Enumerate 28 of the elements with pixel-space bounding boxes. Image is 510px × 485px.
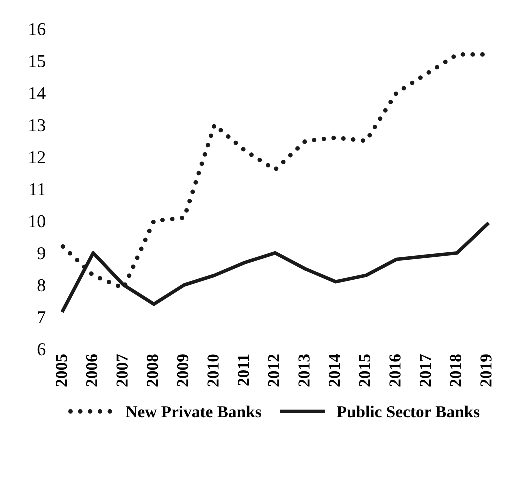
legend-label: Public Sector Banks xyxy=(337,406,480,418)
x-tick-label: 2007 xyxy=(116,354,128,387)
x-tick-label: 2010 xyxy=(208,354,219,387)
legend-label: New Private Banks xyxy=(126,406,262,418)
x-tick-label: 2012 xyxy=(268,354,280,387)
y-tick-label: 9 xyxy=(38,247,46,260)
x-tick-label: 2019 xyxy=(480,354,492,387)
y-tick-label: 6 xyxy=(38,344,46,356)
x-tick-label: 2017 xyxy=(420,354,432,387)
y-tick-label: 7 xyxy=(38,312,46,324)
x-tick-label: 2006 xyxy=(86,354,98,387)
y-tick-label: 12 xyxy=(30,151,46,164)
x-tick-label: 2014 xyxy=(328,354,340,387)
y-tick-label: 13 xyxy=(30,119,46,132)
x-tick-label: 2008 xyxy=(147,354,158,387)
y-tick-label: 14 xyxy=(30,87,46,100)
y-tick-label: 10 xyxy=(30,215,46,228)
x-tick-label: 2018 xyxy=(450,354,462,387)
x-tick-label: 2016 xyxy=(390,354,401,387)
x-tick-label: 2013 xyxy=(298,354,310,387)
y-tick-label: 15 xyxy=(30,55,46,68)
y-tick-label: 16 xyxy=(30,23,46,36)
y-tick-label: 8 xyxy=(38,279,46,292)
x-tick-label: 2009 xyxy=(177,354,189,387)
y-tick-label: 11 xyxy=(30,183,46,196)
x-tick-label: 2015 xyxy=(359,354,371,387)
x-tick-label: 2011 xyxy=(238,354,250,386)
x-tick-label: 2005 xyxy=(56,354,68,387)
